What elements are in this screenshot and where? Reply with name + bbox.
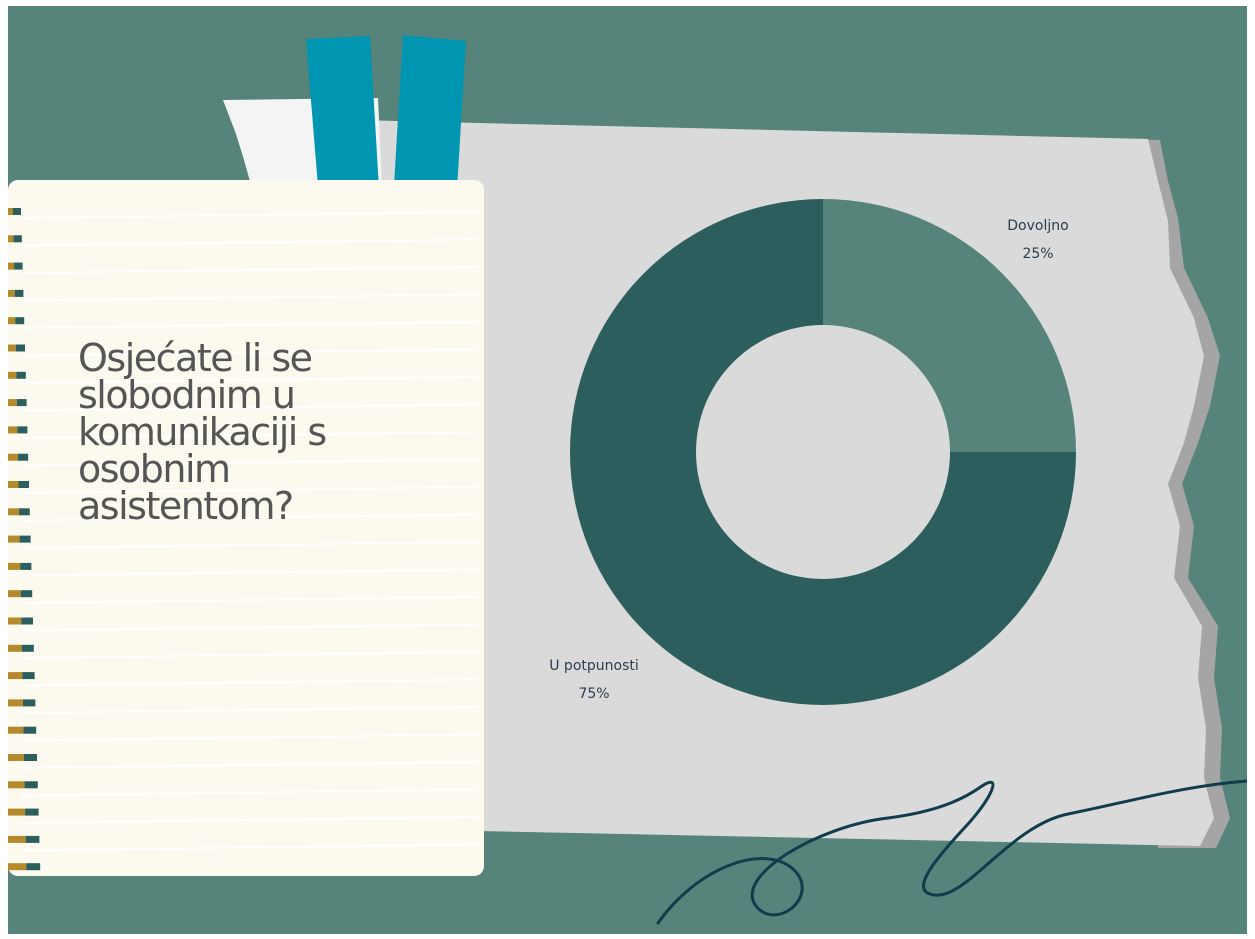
label-u-potpunosti-name: U potpunosti (549, 658, 639, 674)
spiral-hole (18, 481, 29, 488)
spiral-ring (8, 317, 16, 325)
spiral-ring (8, 535, 20, 543)
spiral-hole (23, 726, 37, 734)
spiral-hole (15, 317, 25, 325)
slide-graphics: Dovoljno 25% U potpunosti 75% (8, 6, 1247, 934)
spiral-hole (25, 808, 39, 816)
notebook-line (21, 238, 479, 247)
spiral-ring (8, 344, 16, 352)
spiral-ring (8, 262, 15, 270)
spiral-ring (8, 808, 26, 816)
notebook-line (21, 293, 479, 302)
spiral-ring (8, 644, 22, 652)
spiral-ring (8, 726, 24, 734)
spiral-hole (14, 289, 24, 297)
notebook-line (21, 486, 479, 494)
spiral-ring (8, 289, 15, 297)
spiral-hole (22, 672, 35, 680)
label-dovoljno-name: Dovoljno (1007, 218, 1068, 234)
notebook-line (21, 568, 479, 577)
spiral-ring (8, 481, 19, 488)
donut-chart (570, 199, 1076, 705)
notebook-line (21, 376, 479, 384)
notebook-line (21, 321, 479, 329)
spiral-hole (21, 644, 34, 652)
notebook-line (21, 513, 479, 522)
spiral-ring (8, 208, 13, 215)
spiral-hole (17, 426, 28, 434)
spiral-hole (19, 508, 30, 516)
spiral-hole (13, 208, 21, 215)
spiral-ring (8, 781, 25, 789)
spiral-hole (21, 617, 33, 625)
spiral-ring (8, 699, 23, 707)
notebook-line (21, 843, 479, 852)
notebook-line (21, 651, 479, 659)
notebook-line (21, 266, 479, 274)
spiral-hole (13, 235, 22, 243)
notebook-line (21, 623, 479, 632)
spiral-ring (8, 371, 17, 379)
label-u-potpunosti-value: 75% (578, 686, 609, 702)
spiral-hole (26, 863, 41, 871)
spiral-hole (20, 562, 32, 570)
notebook-line (21, 761, 479, 769)
notebook-line (21, 788, 479, 797)
donut-slice-u-potpunosti (570, 199, 1076, 705)
notebook-line (21, 706, 479, 714)
spiral-ring (8, 235, 14, 243)
spiral-hole (20, 590, 33, 598)
spiral-ring (8, 453, 18, 461)
spiral-ring (8, 835, 26, 843)
spiral-hole (14, 262, 23, 270)
spiral-hole (16, 371, 26, 379)
notebook-line (21, 431, 479, 439)
spiral-hole (17, 453, 29, 461)
spiral-ring (8, 754, 24, 761)
spiral-ring (8, 863, 27, 871)
label-dovoljno-value: 25% (1022, 246, 1053, 262)
spiral-hole (24, 781, 38, 789)
notebook-line (21, 211, 479, 219)
notebook-line (21, 816, 479, 824)
spiral-ring (8, 399, 17, 407)
notebook-line (21, 733, 479, 742)
spiral-hole (16, 399, 27, 407)
notebook-line (21, 403, 479, 412)
spiral-hole (24, 754, 37, 761)
spiral-ring (8, 590, 21, 598)
notebook (8, 180, 484, 876)
notebook-line (21, 541, 479, 549)
spiral-hole (22, 699, 36, 707)
question-title: Osjećate li se slobodnim u komunikaciji … (78, 336, 327, 528)
spiral-ring (8, 508, 20, 516)
spiral-hole (25, 835, 40, 843)
notebook-line (21, 596, 479, 604)
notebook-line (21, 458, 479, 467)
spiral-hole (19, 535, 31, 543)
notebook-lines (21, 211, 479, 852)
spiral-ring (8, 426, 18, 434)
spiral-hole (15, 344, 25, 352)
notebook-line (21, 678, 479, 687)
tape-right (393, 35, 466, 206)
donut-slice-dovoljno (823, 199, 1076, 452)
notebook-line (21, 348, 479, 357)
spiral-ring (8, 562, 21, 570)
tape-left (306, 36, 380, 211)
spiral-rings (8, 208, 41, 871)
spiral-ring (8, 617, 22, 625)
slide: Dovoljno 25% U potpunosti 75% Osjećate l… (8, 6, 1247, 934)
squiggle-decoration (656, 779, 1247, 925)
spiral-ring (8, 672, 23, 680)
